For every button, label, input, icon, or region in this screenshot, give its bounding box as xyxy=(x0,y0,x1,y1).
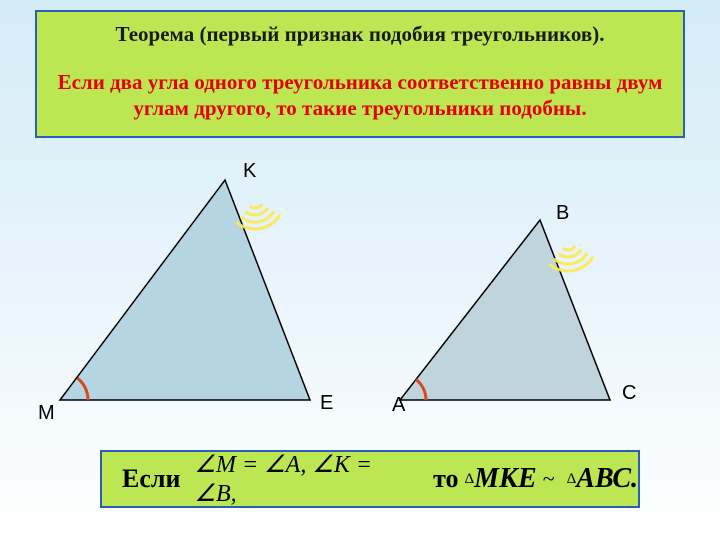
vertex-label-B: B xyxy=(556,202,569,225)
vertex-label-C: C xyxy=(622,382,636,405)
similar-symbol: ~ xyxy=(543,466,555,492)
vertex-label-M: M xyxy=(38,402,55,425)
triangle-1-name: МКЕ xyxy=(474,463,537,495)
vertex-label-A: A xyxy=(392,394,405,417)
if-text: Если xyxy=(122,464,180,494)
theorem-body: Если два угла одного треугольника соотве… xyxy=(55,69,665,122)
theorem-title: Теорема (первый признак подобия треуголь… xyxy=(55,22,665,47)
triangle-2-name: АВС. xyxy=(576,463,638,495)
delta-icon-2: Δ xyxy=(567,471,577,488)
delta-icon: Δ xyxy=(465,471,475,488)
theorem-box: Теорема (первый признак подобия треуголь… xyxy=(35,10,685,138)
conclusion-box: Если ∠M = ∠A, ∠K = ∠B, то Δ МКЕ ~ Δ АВС. xyxy=(100,450,640,508)
triangles-svg xyxy=(0,150,720,430)
then-text: то xyxy=(433,464,458,494)
conclusion-math: ∠M = ∠A, ∠K = ∠B, xyxy=(194,450,419,508)
vertex-label-K: K xyxy=(243,160,256,183)
vertex-label-E: E xyxy=(320,392,333,415)
diagram-area: M K E A B C xyxy=(0,150,720,430)
